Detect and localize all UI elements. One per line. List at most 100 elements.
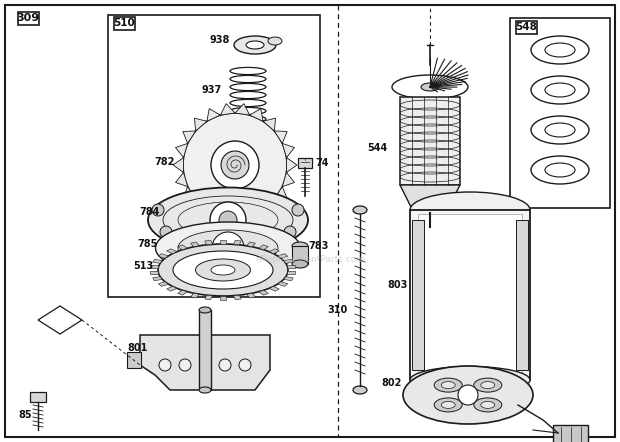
Polygon shape <box>284 277 293 281</box>
Polygon shape <box>195 199 207 212</box>
Circle shape <box>212 232 244 264</box>
Text: 801: 801 <box>128 343 148 353</box>
Text: 783: 783 <box>308 241 329 251</box>
Polygon shape <box>269 286 279 291</box>
Polygon shape <box>452 378 488 402</box>
Ellipse shape <box>410 192 530 228</box>
Circle shape <box>159 359 171 371</box>
Ellipse shape <box>353 386 367 394</box>
Polygon shape <box>220 103 235 115</box>
Ellipse shape <box>474 398 502 412</box>
Polygon shape <box>173 158 184 172</box>
Polygon shape <box>247 293 255 298</box>
Ellipse shape <box>434 378 462 392</box>
Text: 309: 309 <box>17 13 40 23</box>
Polygon shape <box>287 265 296 269</box>
Ellipse shape <box>545 123 575 137</box>
Text: 803: 803 <box>388 280 408 290</box>
Ellipse shape <box>531 156 589 184</box>
Text: 782: 782 <box>154 157 175 167</box>
Ellipse shape <box>199 387 211 393</box>
Text: 784: 784 <box>140 207 160 217</box>
Polygon shape <box>190 242 199 247</box>
Text: 544: 544 <box>368 143 388 153</box>
Polygon shape <box>153 259 162 263</box>
Polygon shape <box>158 282 168 286</box>
Ellipse shape <box>148 187 308 252</box>
Polygon shape <box>175 172 188 187</box>
Text: 513: 513 <box>134 261 154 271</box>
Polygon shape <box>278 282 288 286</box>
Polygon shape <box>153 277 162 281</box>
Polygon shape <box>274 131 287 143</box>
Polygon shape <box>274 187 287 199</box>
Polygon shape <box>269 249 279 254</box>
Ellipse shape <box>441 381 455 389</box>
Polygon shape <box>38 306 82 334</box>
Circle shape <box>219 211 237 229</box>
Polygon shape <box>400 185 460 213</box>
Polygon shape <box>158 254 168 258</box>
Bar <box>400 97 460 185</box>
Ellipse shape <box>211 265 235 275</box>
Polygon shape <box>263 118 276 131</box>
Polygon shape <box>282 143 294 158</box>
Circle shape <box>284 226 296 238</box>
Ellipse shape <box>199 307 211 313</box>
Bar <box>510 18 610 208</box>
Polygon shape <box>150 271 159 274</box>
Ellipse shape <box>292 260 308 268</box>
Circle shape <box>160 226 172 238</box>
Text: 85: 85 <box>19 410 32 420</box>
Circle shape <box>221 151 249 179</box>
Polygon shape <box>235 215 250 226</box>
Ellipse shape <box>195 259 250 281</box>
Circle shape <box>210 202 246 238</box>
Bar <box>410 210 530 380</box>
Polygon shape <box>286 158 297 172</box>
Polygon shape <box>167 249 177 254</box>
Circle shape <box>458 385 478 405</box>
Polygon shape <box>220 296 226 300</box>
Circle shape <box>152 204 164 216</box>
Ellipse shape <box>480 381 495 389</box>
Circle shape <box>239 359 251 371</box>
Ellipse shape <box>246 41 264 49</box>
Circle shape <box>292 204 304 216</box>
Bar <box>418 214 522 376</box>
Polygon shape <box>287 271 296 274</box>
Ellipse shape <box>474 378 502 392</box>
Ellipse shape <box>441 401 455 408</box>
Bar <box>199 310 211 390</box>
Polygon shape <box>263 199 276 212</box>
Ellipse shape <box>531 36 589 64</box>
Ellipse shape <box>268 37 282 45</box>
Polygon shape <box>250 209 263 221</box>
Ellipse shape <box>531 76 589 104</box>
Polygon shape <box>553 425 588 442</box>
Polygon shape <box>150 265 159 269</box>
Ellipse shape <box>414 207 446 219</box>
FancyBboxPatch shape <box>113 16 135 30</box>
Polygon shape <box>183 131 196 143</box>
Text: eReplacementParts.com: eReplacementParts.com <box>255 255 365 264</box>
Text: 548: 548 <box>515 22 537 32</box>
Ellipse shape <box>292 242 308 250</box>
Polygon shape <box>220 215 235 226</box>
Polygon shape <box>234 295 241 300</box>
Polygon shape <box>516 220 528 370</box>
Ellipse shape <box>234 36 276 54</box>
Ellipse shape <box>158 244 288 296</box>
Polygon shape <box>167 286 177 291</box>
Polygon shape <box>205 295 213 300</box>
Polygon shape <box>284 259 293 263</box>
Ellipse shape <box>353 206 367 214</box>
Ellipse shape <box>545 83 575 97</box>
Text: 938: 938 <box>210 35 230 45</box>
Circle shape <box>183 113 287 217</box>
Polygon shape <box>140 335 270 390</box>
Polygon shape <box>247 242 255 247</box>
Polygon shape <box>278 254 288 258</box>
Polygon shape <box>220 240 226 244</box>
Polygon shape <box>207 209 220 221</box>
